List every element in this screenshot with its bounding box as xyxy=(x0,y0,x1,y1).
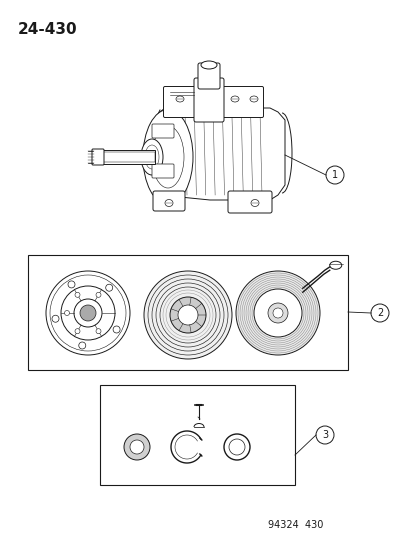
FancyBboxPatch shape xyxy=(163,86,198,117)
Text: 94324  430: 94324 430 xyxy=(267,520,323,530)
Text: 24-430: 24-430 xyxy=(18,22,78,37)
Ellipse shape xyxy=(329,261,341,269)
Circle shape xyxy=(272,308,282,318)
FancyBboxPatch shape xyxy=(153,191,185,211)
Circle shape xyxy=(124,434,150,460)
Circle shape xyxy=(267,303,287,323)
Circle shape xyxy=(178,305,197,325)
Circle shape xyxy=(96,292,101,297)
Ellipse shape xyxy=(201,61,216,69)
FancyBboxPatch shape xyxy=(228,191,271,213)
Ellipse shape xyxy=(250,199,259,206)
Circle shape xyxy=(105,284,112,291)
Bar xyxy=(100,152,154,162)
FancyBboxPatch shape xyxy=(152,124,173,138)
Circle shape xyxy=(170,297,206,333)
Circle shape xyxy=(254,289,301,337)
Circle shape xyxy=(113,326,120,333)
Bar xyxy=(28,255,347,370)
Circle shape xyxy=(52,315,59,322)
Ellipse shape xyxy=(141,139,163,175)
Circle shape xyxy=(75,329,80,334)
FancyBboxPatch shape xyxy=(92,149,104,165)
Ellipse shape xyxy=(152,126,183,188)
Text: 1: 1 xyxy=(331,170,337,180)
Circle shape xyxy=(78,342,85,349)
Text: 2: 2 xyxy=(376,308,382,318)
Ellipse shape xyxy=(142,109,192,205)
Circle shape xyxy=(144,271,231,359)
Ellipse shape xyxy=(145,145,159,169)
FancyBboxPatch shape xyxy=(218,86,263,117)
Circle shape xyxy=(235,271,319,355)
Circle shape xyxy=(64,311,69,316)
Circle shape xyxy=(75,292,80,297)
Circle shape xyxy=(68,281,75,288)
Ellipse shape xyxy=(176,96,183,102)
FancyBboxPatch shape xyxy=(194,78,223,122)
Ellipse shape xyxy=(165,199,173,206)
Ellipse shape xyxy=(230,96,238,102)
FancyBboxPatch shape xyxy=(197,63,219,89)
FancyBboxPatch shape xyxy=(152,164,173,178)
Circle shape xyxy=(96,329,101,334)
Circle shape xyxy=(130,440,144,454)
Bar xyxy=(100,150,154,164)
Ellipse shape xyxy=(249,96,257,102)
Bar xyxy=(100,385,294,485)
Circle shape xyxy=(80,305,96,321)
Text: 3: 3 xyxy=(321,430,327,440)
